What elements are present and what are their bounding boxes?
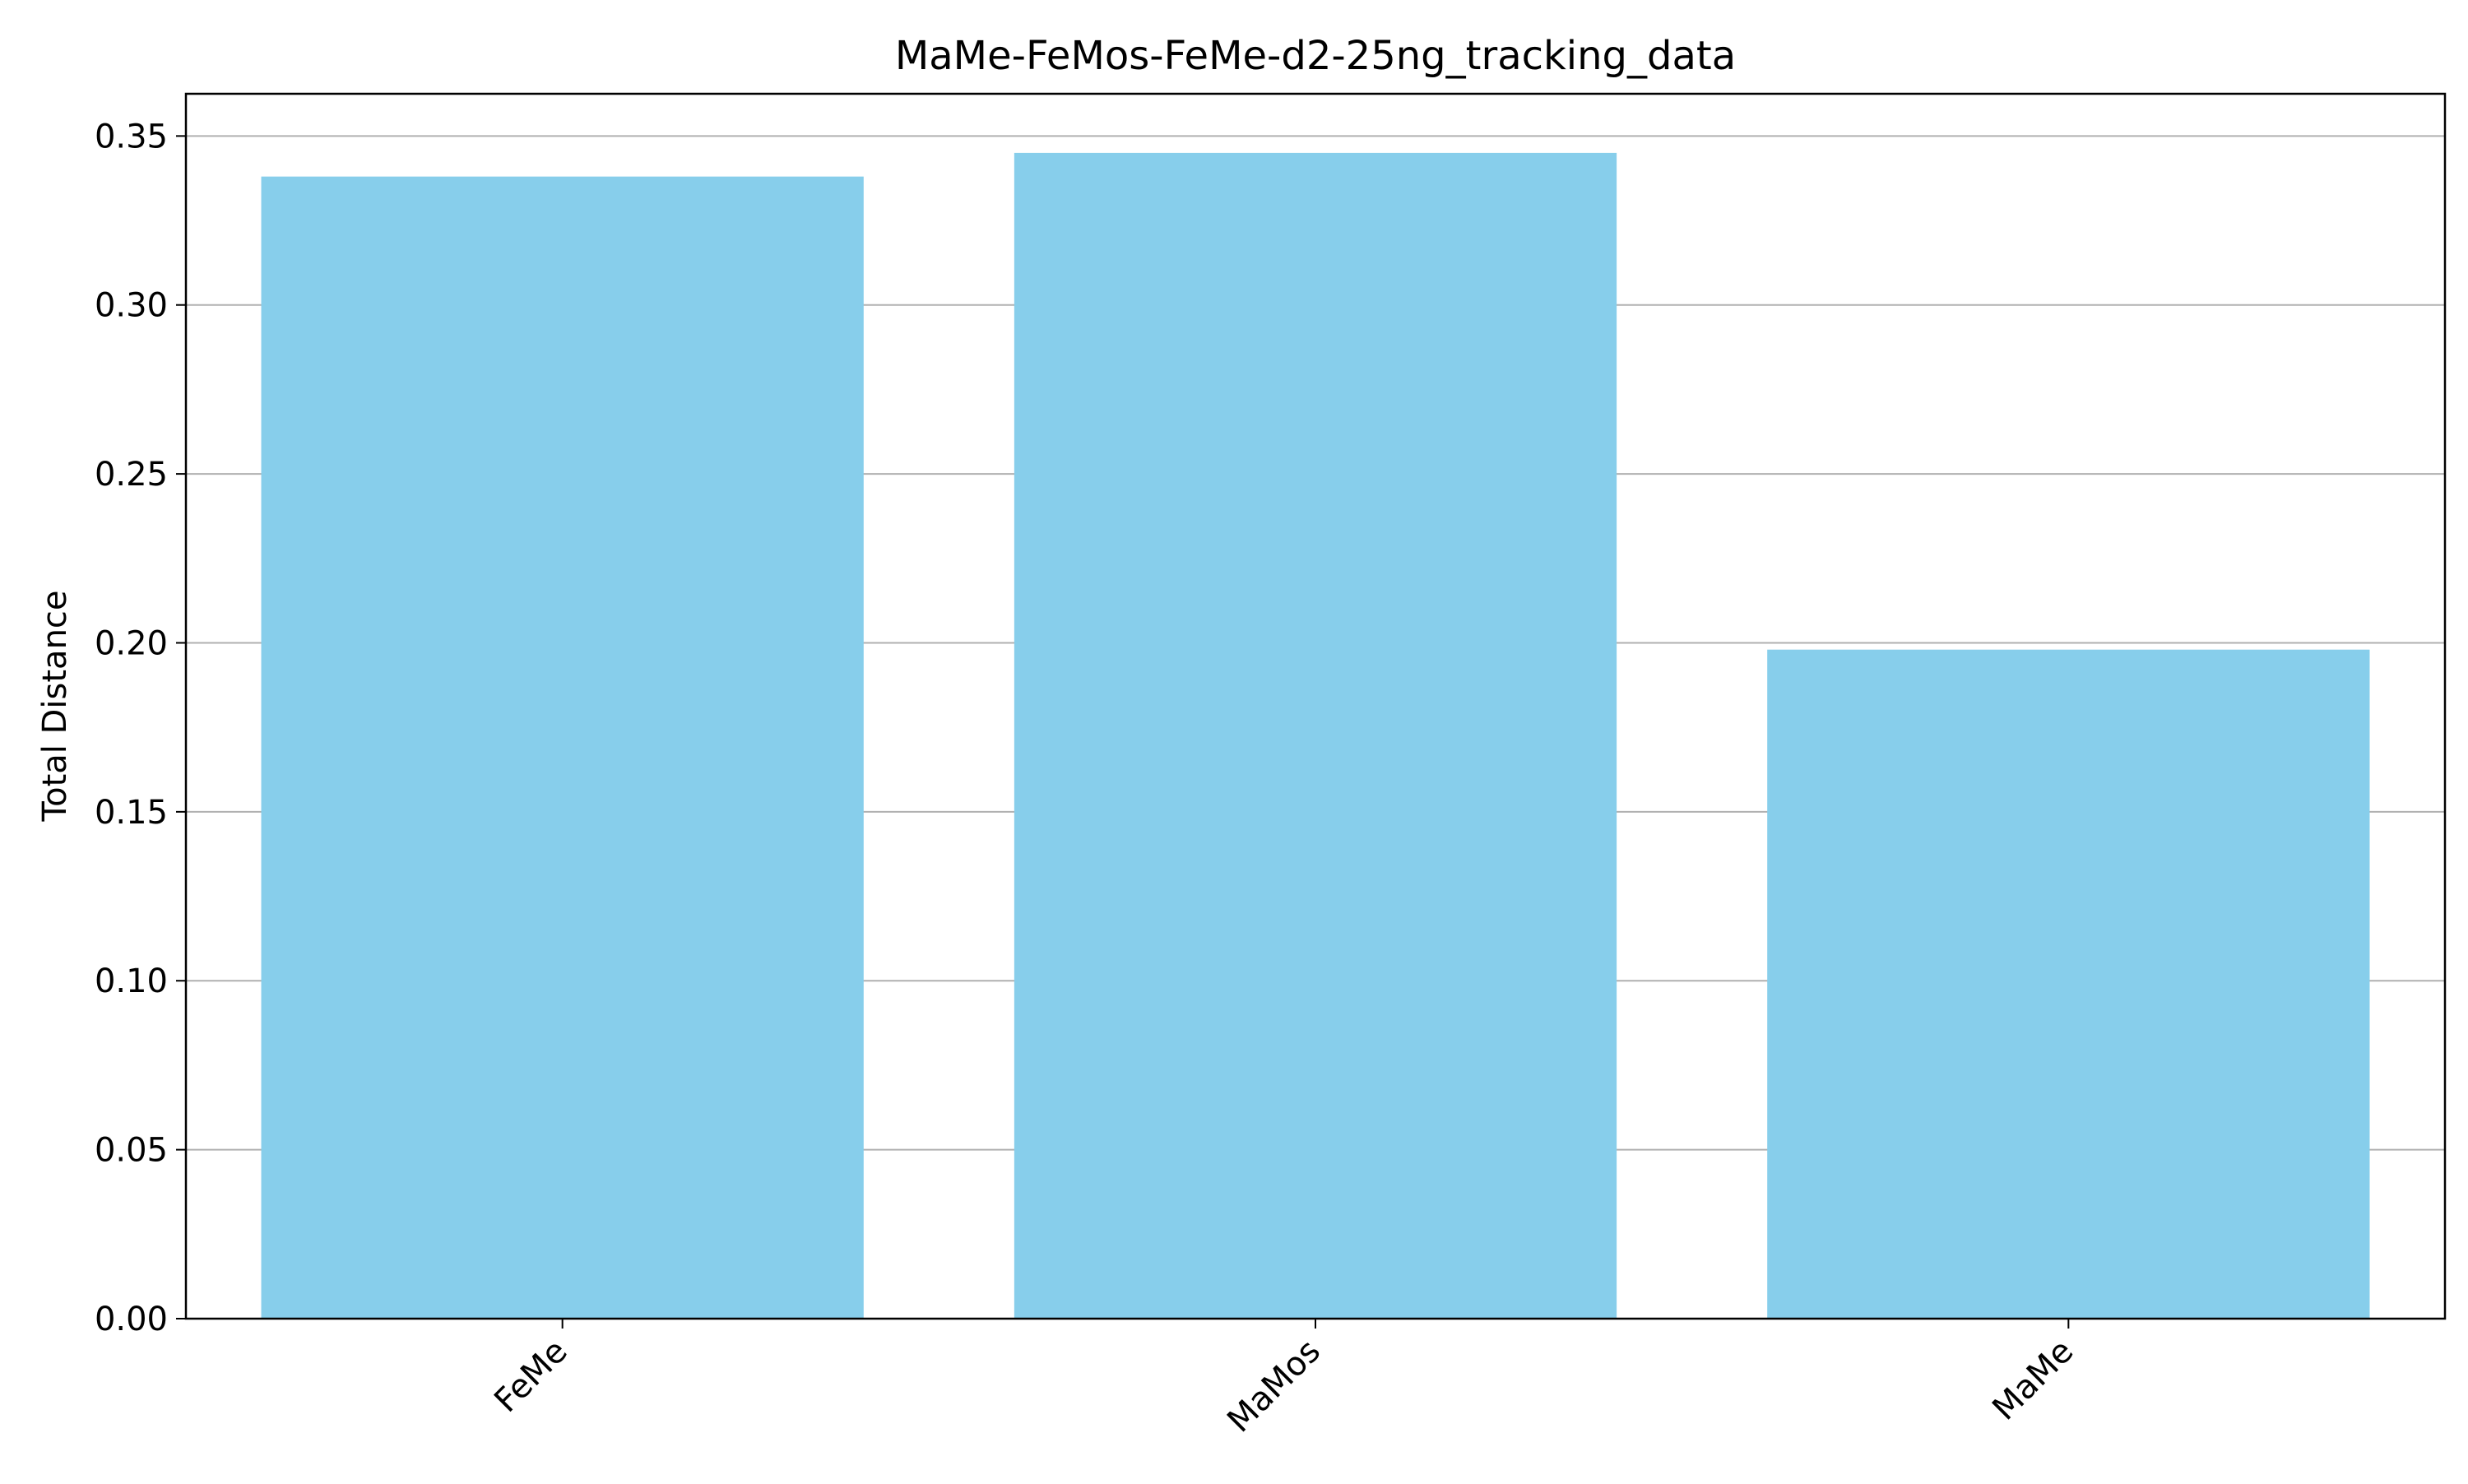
bar-feme	[261, 176, 864, 1319]
bar-mamos	[1014, 152, 1617, 1319]
bar-mame	[1767, 649, 2370, 1319]
bars	[261, 152, 2370, 1319]
y-tick-label: 0.05	[95, 1132, 168, 1170]
chart-title: MaMe-FeMos-FeMe-d2-25ng_tracking_data	[895, 33, 1736, 79]
y-axis-ticks: 0.00 0.05 0.10 0.15 0.20 0.25 0.30 0.35	[95, 118, 186, 1338]
y-tick-label: 0.10	[95, 962, 168, 1000]
y-tick-label: 0.35	[95, 118, 168, 155]
y-axis-label: Total Distance	[36, 590, 74, 822]
y-tick-label: 0.20	[95, 624, 168, 662]
y-tick-label: 0.00	[95, 1301, 168, 1338]
y-tick-label: 0.25	[95, 456, 168, 494]
y-tick-label: 0.15	[95, 794, 168, 832]
y-tick-label: 0.30	[95, 287, 168, 325]
